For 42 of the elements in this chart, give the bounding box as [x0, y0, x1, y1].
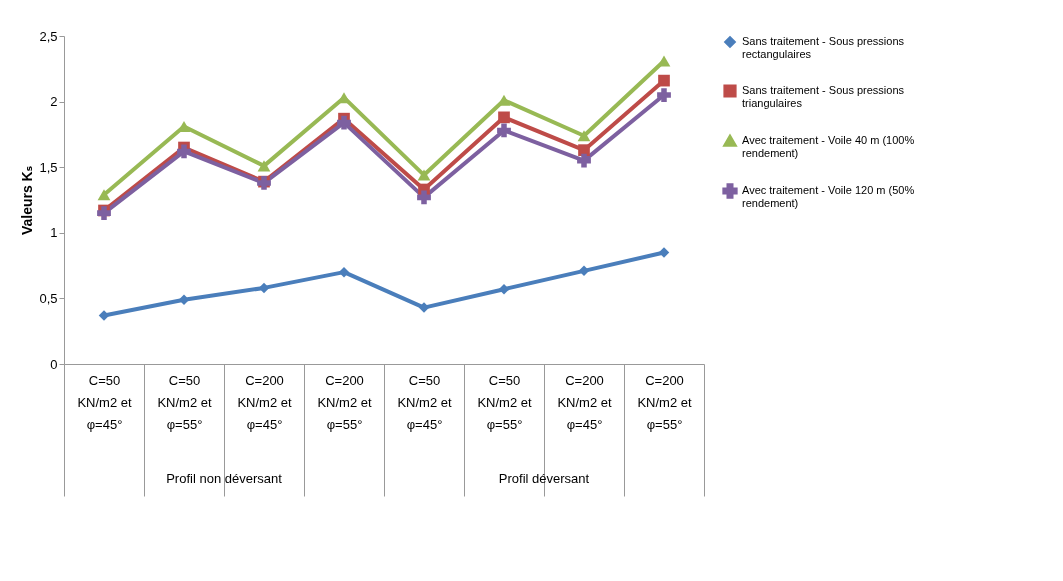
- x-tick-label: C=200 KN/m2 et φ=55°: [317, 372, 372, 432]
- point: [257, 160, 271, 172]
- legend-label: Avec traitement - Voile 40 m (100% rendement): [742, 133, 915, 159]
- point: [418, 302, 430, 313]
- point: [497, 123, 511, 138]
- y-tick-label: 1: [50, 225, 58, 241]
- point: [498, 111, 510, 124]
- point: [417, 169, 431, 181]
- point: [498, 283, 510, 295]
- point: [577, 153, 591, 168]
- y-tick-label: 0: [50, 356, 58, 372]
- text: Profil non déversant: [166, 471, 283, 486]
- point: [658, 247, 670, 258]
- y-tick-label: 2,5: [39, 28, 58, 44]
- y-axis-title: Valeurs Kₛ: [19, 165, 36, 236]
- legend-label: Sans traitement - Sous pressions triangulaires: [742, 84, 905, 109]
- point: [97, 189, 111, 201]
- y-tick-label: 1,5: [39, 159, 58, 175]
- point: [658, 74, 670, 87]
- point: [657, 55, 671, 67]
- text: Profil déversant: [498, 471, 590, 486]
- x-tick-label: C=50 KN/m2 et φ=55°: [157, 372, 212, 432]
- point: [98, 310, 110, 321]
- point: [97, 206, 111, 221]
- x-tick-label: C=200 KN/m2 et φ=45°: [557, 372, 612, 432]
- point: [578, 265, 590, 277]
- x-tick-label: C=200 KN/m2 et φ=45°: [237, 372, 292, 432]
- point: [657, 88, 671, 102]
- point: [177, 144, 191, 159]
- x-tick-label: C=200 KN/m2 et φ=55°: [637, 372, 692, 432]
- legend-label: Avec traitement - Voile 120 m (50% rendement): [742, 184, 915, 209]
- point: [337, 115, 351, 130]
- x-tick-label: C=50 KN/m2 et φ=45°: [397, 372, 452, 432]
- point: [577, 130, 591, 142]
- legend-label: Sans traitement - Sous pressions rectangulaires: [742, 35, 905, 60]
- point: [578, 144, 590, 156]
- x-tick-label: C=50 KN/m2 et φ=45°: [77, 372, 132, 432]
- y-tick-label: 2: [50, 94, 58, 110]
- y-tick-label: 0,5: [39, 290, 58, 306]
- point: [417, 190, 431, 205]
- point: [338, 266, 350, 278]
- x-tick-label: C=50 KN/m2 et φ=55°: [477, 372, 532, 432]
